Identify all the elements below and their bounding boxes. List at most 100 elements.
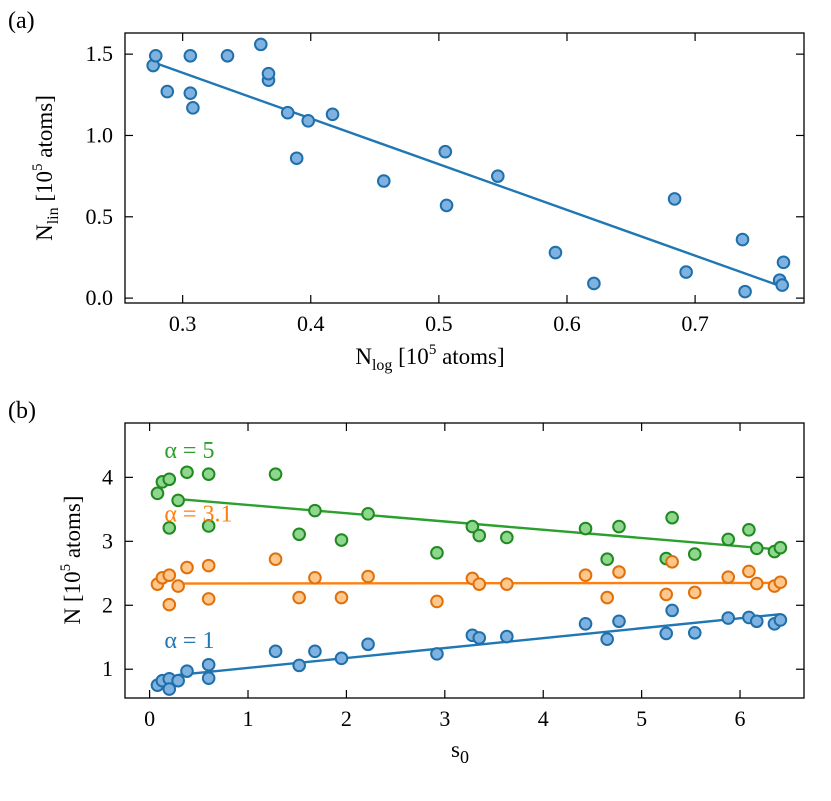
data-point xyxy=(201,592,216,606)
panel-a-ylabel: Nlin [105 atoms] xyxy=(30,95,62,241)
data-point xyxy=(721,570,736,584)
x-tick-label: 0.5 xyxy=(425,311,453,336)
data-point xyxy=(361,569,375,584)
y-tick-label: 4 xyxy=(102,464,113,489)
data-point xyxy=(261,66,276,81)
data-point xyxy=(665,510,679,525)
data-point xyxy=(171,579,185,593)
series-label: α = 5 xyxy=(164,438,214,464)
data-point xyxy=(612,519,626,534)
series-label: α = 1 xyxy=(164,628,214,654)
data-point xyxy=(438,144,453,159)
data-point xyxy=(150,486,165,501)
panel-b-axes-frame xyxy=(124,422,805,699)
data-point xyxy=(160,84,175,99)
data-point xyxy=(472,631,487,645)
panel-a-points xyxy=(146,37,791,299)
x-tick-label: 1 xyxy=(243,706,254,731)
data-point xyxy=(773,575,788,590)
data-point xyxy=(687,547,702,561)
data-point xyxy=(334,533,349,547)
data-point xyxy=(500,577,514,591)
data-point xyxy=(334,590,349,605)
y-tick-label: 1.0 xyxy=(86,122,114,147)
data-point xyxy=(183,48,198,63)
data-point xyxy=(308,570,322,585)
data-point xyxy=(361,507,375,521)
data-point xyxy=(472,528,487,543)
data-point xyxy=(308,644,322,659)
data-point xyxy=(665,603,679,618)
panel-b-points xyxy=(150,465,788,696)
data-point xyxy=(587,276,601,291)
data-point xyxy=(171,493,185,508)
data-point xyxy=(220,48,235,63)
panel-b-ticks xyxy=(125,423,804,698)
x-tick-label: 0.6 xyxy=(553,311,581,336)
data-point xyxy=(268,552,283,567)
data-point xyxy=(738,284,752,299)
data-point xyxy=(612,614,626,629)
data-point xyxy=(773,540,788,555)
data-point xyxy=(186,101,200,115)
data-point xyxy=(325,107,340,122)
data-point xyxy=(742,564,756,579)
data-point xyxy=(308,503,322,518)
x-tick-label: 0.3 xyxy=(169,311,197,336)
data-point xyxy=(472,577,487,591)
data-point xyxy=(361,637,375,652)
panel-b-tick-labels: 0 1 2 3 4 5 6 1 2 3 4 xyxy=(102,464,746,731)
data-point xyxy=(171,673,185,688)
data-point xyxy=(162,521,177,535)
data-point xyxy=(162,472,177,487)
data-point xyxy=(578,568,593,583)
x-tick-label: 0.4 xyxy=(297,311,325,336)
y-tick-label: 0.0 xyxy=(86,285,114,310)
x-tick-label: 0.7 xyxy=(681,311,709,336)
data-point xyxy=(665,554,679,569)
x-tick-label: 2 xyxy=(341,706,352,731)
data-point xyxy=(292,658,306,673)
data-point xyxy=(749,576,764,591)
y-tick-label: 1 xyxy=(102,656,113,681)
x-tick-label: 4 xyxy=(538,706,549,731)
data-point xyxy=(180,560,194,575)
panel-b-series-labels: α = 5 α = 3.1 α = 1 xyxy=(164,438,232,654)
data-point xyxy=(659,587,674,602)
y-tick-label: 0.5 xyxy=(86,204,114,229)
data-point xyxy=(430,594,444,609)
data-point xyxy=(301,114,316,128)
data-point xyxy=(491,169,505,183)
fit-line xyxy=(152,61,783,288)
series-label: α = 3.1 xyxy=(164,501,232,527)
x-tick-label: 3 xyxy=(439,706,450,731)
panel-a: (a) 0.3 0.4 0.5 0.6 0.7 0.0 0.5 1.0 1.5 Nlog [10… xyxy=(8,8,805,374)
data-point xyxy=(578,617,593,631)
data-point xyxy=(201,657,216,672)
data-point xyxy=(465,519,480,534)
data-point xyxy=(721,532,736,547)
data-point xyxy=(600,552,614,567)
panel-a-ticks xyxy=(125,33,804,303)
y-tick-label: 2 xyxy=(102,592,113,617)
data-point xyxy=(430,546,444,560)
x-tick-label: 0 xyxy=(144,706,155,731)
data-point xyxy=(600,590,614,605)
panel-b-xlabel: s0 xyxy=(451,737,469,767)
data-point xyxy=(749,541,764,556)
panel-b: (b) 0 1 2 3 4 5 6 1 2 3 4 α = 5 α = 3.1 α = 1 s0 N [… xyxy=(8,398,805,767)
data-point xyxy=(201,467,216,481)
fit-line xyxy=(178,497,781,551)
y-tick-label: 1.5 xyxy=(86,41,114,66)
data-point xyxy=(775,278,790,292)
data-point xyxy=(183,86,198,100)
data-point xyxy=(201,558,216,573)
data-point xyxy=(612,565,626,579)
data-point xyxy=(659,626,674,641)
data-point xyxy=(735,232,750,247)
data-point xyxy=(292,527,306,542)
data-point xyxy=(430,647,444,661)
data-point xyxy=(162,682,177,696)
x-tick-label: 5 xyxy=(636,706,647,731)
